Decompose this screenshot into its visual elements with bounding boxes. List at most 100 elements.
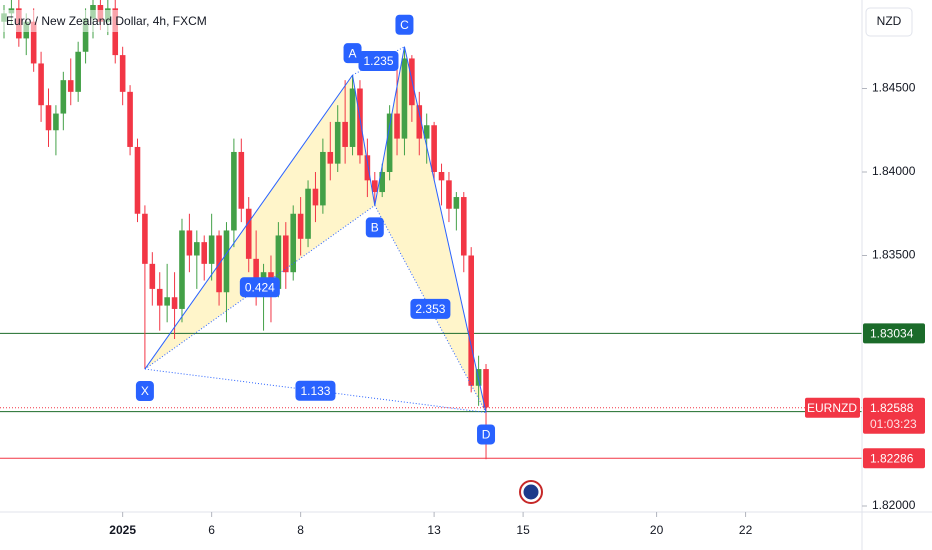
x-tick-label: 2025 <box>109 523 136 537</box>
x-tick-label: 6 <box>208 523 215 537</box>
candle-body <box>290 213 297 273</box>
candle-body <box>297 213 304 239</box>
pattern-badge-label: 2.353 <box>415 302 445 316</box>
pattern-badge-label: D <box>482 428 491 442</box>
pattern-badge-label: B <box>371 221 379 235</box>
pattern-badge-label: A <box>349 46 357 60</box>
pattern-leg <box>144 74 353 370</box>
pattern-badge <box>343 43 362 64</box>
x-tick-label: 22 <box>739 523 753 537</box>
candle-body <box>327 151 334 164</box>
event-marker[interactable] <box>519 480 543 504</box>
candle-body <box>253 258 259 293</box>
candle-body <box>357 88 363 156</box>
candle-body <box>142 213 148 264</box>
candle-body <box>460 197 467 256</box>
candle-body <box>386 113 393 173</box>
candle-body <box>320 151 326 206</box>
candle-body <box>453 197 460 209</box>
candle-body <box>38 63 44 106</box>
candle-body <box>82 18 89 52</box>
y-tick-label: 1.82000 <box>872 498 916 512</box>
last-price-label: 1.82588 <box>870 401 914 415</box>
currency[interactable]: NZD <box>877 14 902 28</box>
candle-body <box>186 230 193 256</box>
candle-body <box>67 80 74 92</box>
candle-body <box>364 155 371 181</box>
pattern-badge <box>395 14 414 35</box>
plot-area: X A B C D 0.424 1.235 2.353 1.133 <box>0 0 862 460</box>
countdown-label: 01:03:23 <box>870 417 917 431</box>
candle-body <box>156 288 163 306</box>
candle-body <box>312 188 319 206</box>
candle-body <box>127 91 133 147</box>
candle-body <box>179 230 185 309</box>
x-tick-label: 8 <box>297 523 304 537</box>
pattern-badge <box>295 380 336 401</box>
y-tick-label: 1.84500 <box>872 81 916 95</box>
candle-body <box>416 105 423 139</box>
candle-body <box>231 151 237 231</box>
pattern-badge <box>239 277 280 298</box>
event-flag[interactable] <box>523 484 539 500</box>
y-tick-label: 1.84000 <box>872 164 916 178</box>
pattern-badge <box>358 50 399 71</box>
candle-body <box>342 121 348 147</box>
candle-body <box>75 51 81 92</box>
candle-body <box>53 113 59 131</box>
candle-body <box>401 58 408 139</box>
candle-body <box>283 235 289 273</box>
candle-body <box>423 125 430 139</box>
candle-body <box>371 180 378 193</box>
pattern-fill <box>144 75 375 370</box>
pattern-leg <box>352 75 376 206</box>
x-tick-label: 13 <box>427 523 441 537</box>
currency-box[interactable] <box>865 7 913 37</box>
candle-body <box>379 172 386 193</box>
price-label-box <box>863 323 925 344</box>
candle-body <box>394 113 400 139</box>
pattern-leg <box>374 46 405 206</box>
symbol-box <box>805 397 860 418</box>
candle-body <box>201 242 208 264</box>
pattern-badge-label: 0.424 <box>245 280 275 294</box>
pattern-badge <box>365 217 384 238</box>
candle-body <box>349 88 356 147</box>
candle-body <box>30 21 37 64</box>
pattern-badge-label: C <box>400 18 409 32</box>
price-label-box <box>863 448 925 469</box>
x-tick-label: 15 <box>516 523 530 537</box>
pattern-badge <box>477 424 496 445</box>
candle-body <box>149 263 156 289</box>
price-label: 1.82286 <box>870 451 914 465</box>
candle-body <box>238 151 245 209</box>
pattern-badge <box>135 381 154 402</box>
candle-body <box>171 297 178 309</box>
candle-body <box>446 180 452 209</box>
candle-body <box>164 297 170 306</box>
candle-body <box>438 172 445 181</box>
candle-body <box>245 208 252 259</box>
candle-body <box>305 188 311 239</box>
x-tick-label: 20 <box>650 523 664 537</box>
y-tick-label: 1.83500 <box>872 248 916 262</box>
pattern-leg <box>403 46 487 413</box>
pattern-badge-label: X <box>141 384 149 398</box>
candle-body <box>60 80 67 114</box>
candle-body <box>468 255 474 386</box>
candle-body <box>119 55 126 92</box>
pattern-badge-label: 1.235 <box>363 54 393 68</box>
pattern-badge-label: 1.133 <box>300 384 330 398</box>
candle-body <box>483 369 489 408</box>
symbol-label: EURNZD <box>807 401 857 415</box>
candle-body <box>194 242 200 256</box>
candle-body <box>45 105 52 131</box>
candle-body <box>134 146 141 214</box>
candle-body <box>223 230 230 293</box>
candle-body <box>275 235 282 289</box>
title-bg <box>0 10 238 32</box>
candle-body <box>431 125 437 173</box>
candle-body <box>208 235 215 264</box>
